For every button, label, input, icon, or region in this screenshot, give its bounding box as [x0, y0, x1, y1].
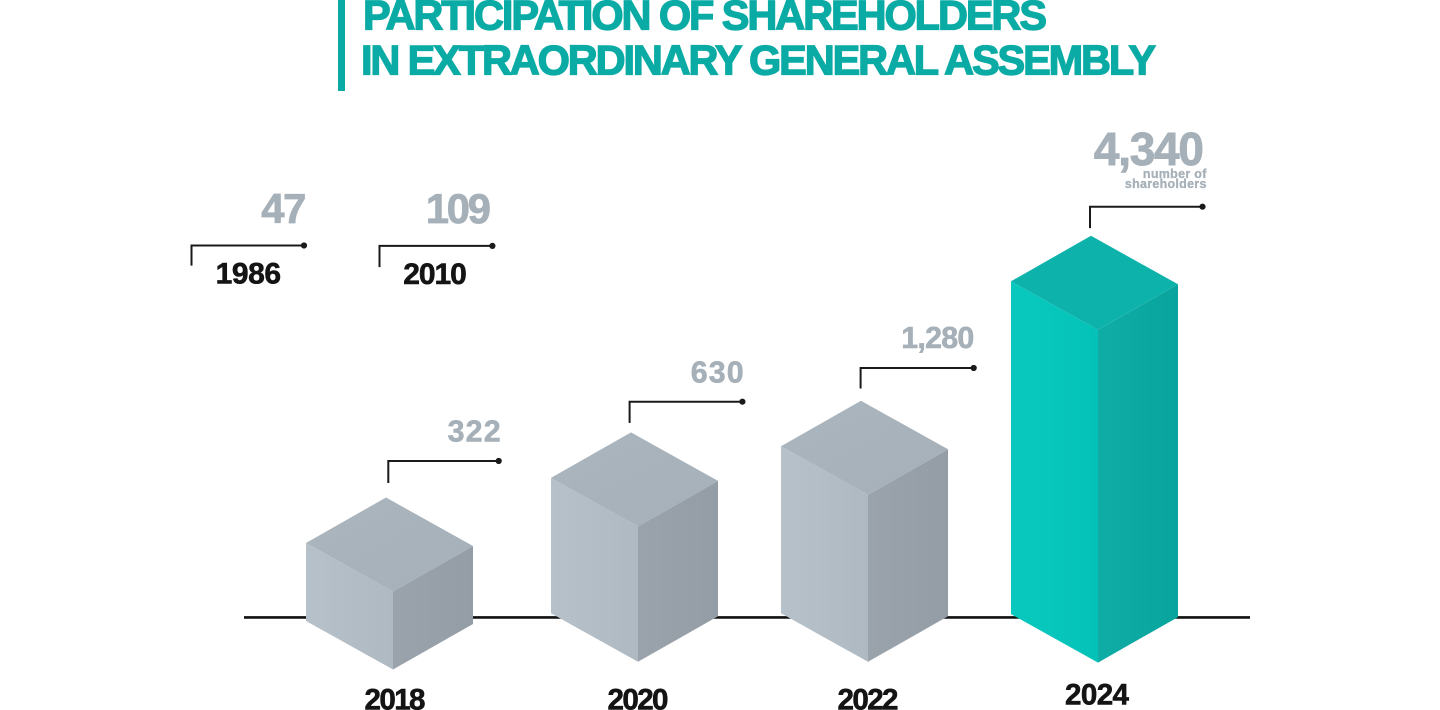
svg-text:PARTICIPATION OF SHAREHOLDERS: PARTICIPATION OF SHAREHOLDERS [363, 0, 1047, 38]
svg-text:shareholders: shareholders [1125, 177, 1207, 191]
svg-text:number of: number of [1143, 167, 1207, 181]
svg-text:4,340: 4,340 [1094, 123, 1204, 175]
svg-text:322: 322 [448, 415, 501, 449]
svg-text:47: 47 [261, 185, 306, 232]
svg-text:2022: 2022 [838, 683, 899, 710]
svg-text:1986: 1986 [216, 257, 282, 290]
svg-text:109: 109 [426, 185, 491, 232]
svg-text:630: 630 [691, 355, 744, 389]
svg-text:2024: 2024 [1065, 679, 1130, 710]
svg-text:2020: 2020 [608, 683, 669, 710]
svg-text:1,280: 1,280 [901, 321, 974, 355]
svg-text:IN EXTRAORDINARY GENERAL ASSEM: IN EXTRAORDINARY GENERAL ASSEMBLY [361, 37, 1156, 84]
svg-text:2010: 2010 [403, 258, 467, 291]
svg-text:2018: 2018 [365, 683, 426, 710]
